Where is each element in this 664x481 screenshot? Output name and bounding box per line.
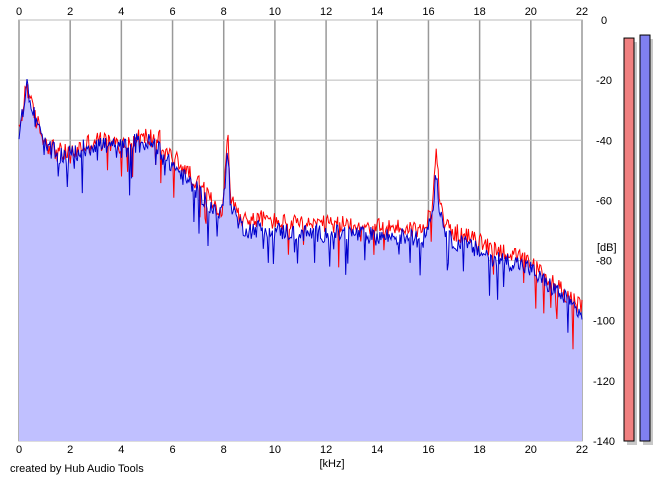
level-meter-bar bbox=[639, 34, 651, 442]
x-tick-label-top: 14 bbox=[371, 6, 383, 18]
x-tick-label-bottom: 22 bbox=[576, 444, 588, 456]
blue-channel-line bbox=[18, 79, 583, 333]
y-axis-ticks: 0 -20 -40 -60 -80 -100 -120 -140 bbox=[593, 15, 615, 448]
x-tick-label-bottom: 18 bbox=[474, 444, 486, 456]
y-tick-label: -60 bbox=[596, 195, 612, 207]
x-tick-label-top: 12 bbox=[320, 6, 332, 18]
y-tick-label: -140 bbox=[593, 436, 615, 448]
x-tick-label-top: 22 bbox=[576, 6, 588, 18]
blue-channel-path bbox=[18, 79, 583, 333]
x-tick-label-top: 6 bbox=[169, 6, 175, 18]
spectrum-fill bbox=[19, 79, 582, 441]
x-tick-label-top: 2 bbox=[67, 6, 73, 18]
y-tick-label: -100 bbox=[593, 316, 615, 328]
level-meters bbox=[623, 34, 653, 446]
x-tick-label-bottom: 8 bbox=[221, 444, 227, 456]
credit-text: created by Hub Audio Tools bbox=[10, 463, 144, 475]
y-tick-label: -80 bbox=[596, 256, 612, 268]
x-tick-label-bottom: 6 bbox=[169, 444, 175, 456]
x-tick-label-bottom: 2 bbox=[67, 444, 73, 456]
x-tick-label-bottom: 20 bbox=[525, 444, 537, 456]
x-tick-label-top: 20 bbox=[525, 6, 537, 18]
x-tick-label-bottom: 4 bbox=[118, 444, 124, 456]
x-tick-label-top: 4 bbox=[118, 6, 124, 18]
x-axis-top-ticks: 0 2 4 6 8 10 12 14 16 18 20 22 bbox=[16, 6, 588, 18]
x-tick-label-top: 8 bbox=[221, 6, 227, 18]
y-tick-label: -20 bbox=[596, 75, 612, 87]
level-meter-bar bbox=[623, 37, 635, 442]
x-tick-label-bottom: 10 bbox=[269, 444, 281, 456]
x-tick-label-top: 10 bbox=[269, 6, 281, 18]
x-tick-label-top: 16 bbox=[422, 6, 434, 18]
x-tick-label-bottom: 12 bbox=[320, 444, 332, 456]
y-tick-label: -40 bbox=[596, 135, 612, 147]
x-tick-label-bottom: 0 bbox=[16, 444, 22, 456]
x-axis-label: [kHz] bbox=[319, 458, 344, 470]
y-tick-label: -120 bbox=[593, 376, 615, 388]
x-axis-bottom-ticks: 0 2 4 6 8 10 12 14 16 18 20 22 bbox=[16, 444, 588, 456]
x-tick-label-bottom: 16 bbox=[422, 444, 434, 456]
y-tick-label: 0 bbox=[601, 15, 607, 27]
y-axis-label: [dB] bbox=[597, 242, 617, 254]
x-tick-label-top: 0 bbox=[16, 6, 22, 18]
x-tick-label-bottom: 14 bbox=[371, 444, 383, 456]
x-tick-label-top: 18 bbox=[474, 6, 486, 18]
spectrum-area bbox=[19, 79, 582, 441]
